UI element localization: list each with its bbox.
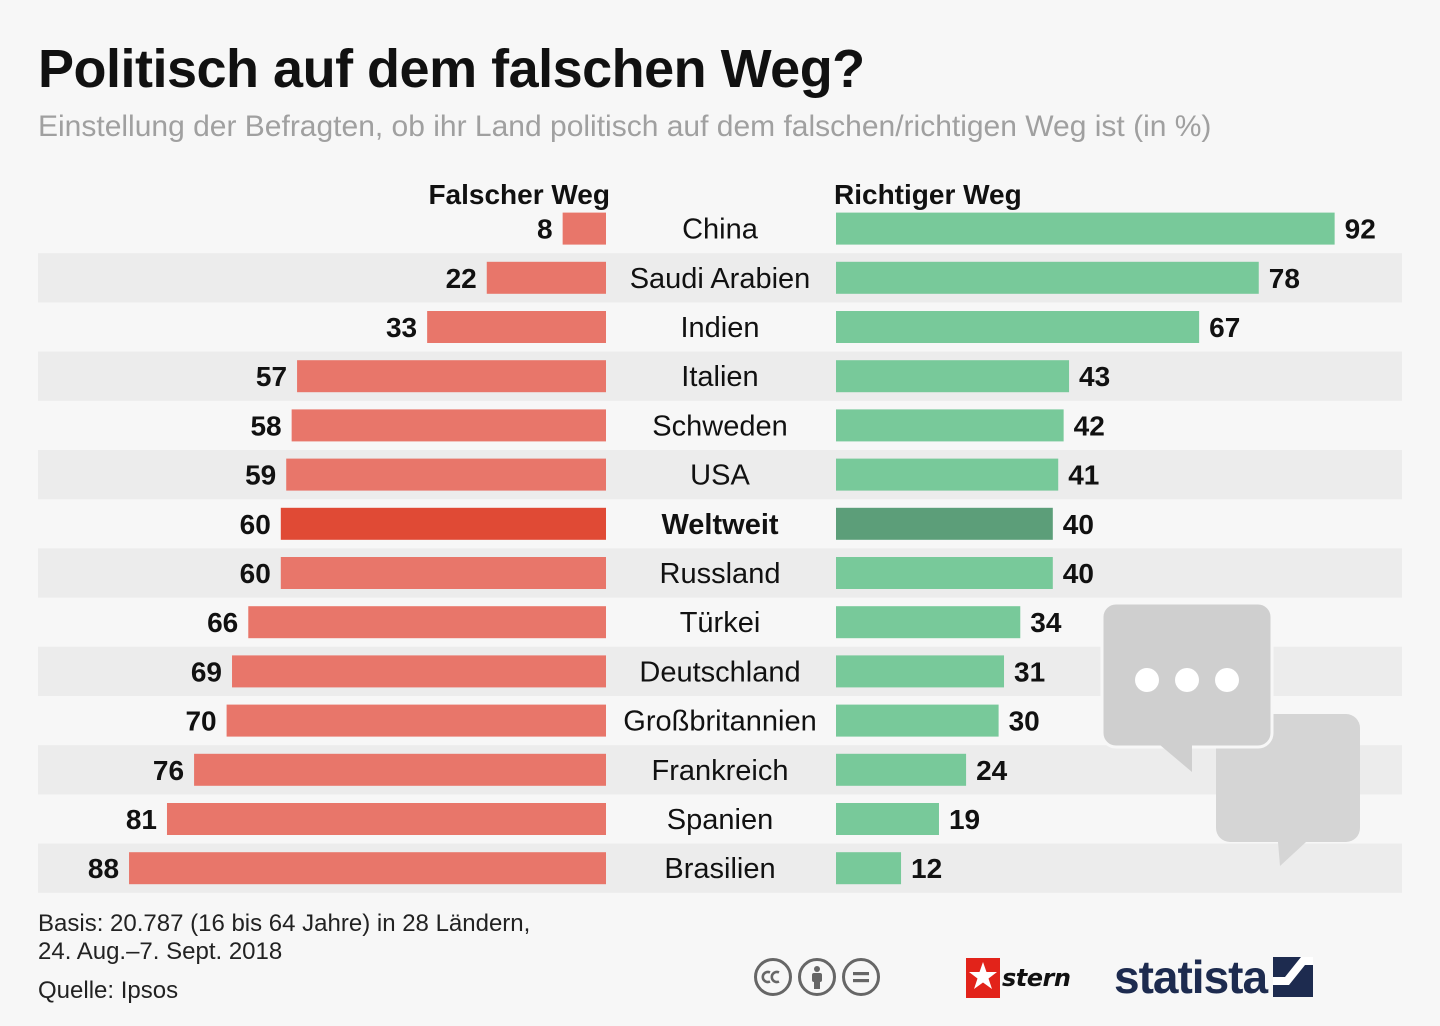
value-label-richtig-frankreich: 24: [976, 755, 1008, 786]
bar-richtig-frankreich: [836, 753, 967, 786]
category-label-russland: Russland: [660, 558, 781, 590]
statista-logo: statista: [1114, 950, 1314, 1004]
row-stripe: [38, 548, 1402, 598]
category-label-schweden: Schweden: [652, 410, 787, 442]
stern-logo: stern: [966, 958, 1071, 998]
value-label-falsch-spanien: 81: [126, 804, 157, 835]
category-label-brasilien: Brasilien: [664, 853, 775, 885]
bar-richtig-italien: [836, 360, 1070, 393]
value-label-falsch-china: 8: [537, 214, 553, 245]
bar-richtig-indien: [836, 311, 1200, 343]
value-label-falsch-saudi-arabien: 22: [446, 263, 477, 294]
category-label-china: China: [682, 214, 759, 246]
bar-richtig-usa: [836, 458, 1059, 491]
value-label-falsch-großbritannien: 70: [185, 706, 216, 737]
bar-richtig-spanien: [836, 803, 939, 835]
bar-falsch-großbritannien: [226, 704, 606, 737]
value-label-richtig-russland: 40: [1063, 558, 1094, 589]
cc-icon: [754, 958, 792, 996]
diverging-bar-chart: Falscher Weg Richtiger Weg 8 China 92 22 Sau…: [38, 179, 1402, 893]
bar-richtig-weltweit: [836, 507, 1053, 540]
value-label-richtig-saudi-arabien: 78: [1269, 263, 1300, 294]
legend-falscher-weg: Falscher Weg: [428, 179, 610, 210]
value-label-richtig-italien: 43: [1079, 361, 1110, 392]
stern-wordmark: stern: [1002, 964, 1071, 992]
bar-falsch-usa: [286, 458, 606, 491]
statista-wordmark: statista: [1114, 951, 1268, 1003]
category-label-indien: Indien: [680, 312, 759, 344]
value-label-richtig-indien: 67: [1209, 312, 1240, 343]
value-label-richtig-schweden: 42: [1074, 410, 1105, 441]
value-label-falsch-türkei: 66: [207, 607, 238, 638]
stern-star-icon: [966, 958, 1000, 998]
value-label-falsch-weltweit: 60: [240, 509, 271, 540]
value-label-falsch-schweden: 58: [250, 410, 281, 441]
value-label-richtig-brasilien: 12: [911, 853, 942, 884]
bar-falsch-brasilien: [129, 852, 607, 885]
bar-falsch-deutschland: [232, 655, 606, 688]
value-label-falsch-indien: 33: [386, 312, 417, 343]
category-label-frankreich: Frankreich: [652, 755, 789, 787]
value-label-falsch-frankreich: 76: [153, 755, 184, 786]
basis-note-line1: Basis: 20.787 (16 bis 64 Jahre) in 28 Lä…: [38, 910, 531, 937]
bar-falsch-saudi-arabien: [486, 261, 606, 294]
row-stripe: [38, 351, 1402, 401]
category-label-türkei: Türkei: [680, 607, 761, 639]
legend-richtiger-weg: Richtiger Weg: [834, 179, 1022, 210]
bar-falsch-frankreich: [194, 753, 606, 786]
value-label-richtig-usa: 41: [1068, 460, 1099, 491]
chart-subtitle: Einstellung der Befragten, ob ihr Land p…: [38, 110, 1212, 143]
nd-equals-icon: [842, 958, 880, 996]
bar-falsch-russland: [280, 557, 606, 589]
bar-falsch-türkei: [248, 606, 606, 639]
bar-richtig-großbritannien: [836, 704, 999, 737]
bar-falsch-schweden: [291, 409, 606, 442]
bar-richtig-saudi-arabien: [836, 261, 1259, 294]
speech-bubbles-icon: [1100, 601, 1360, 866]
row-stripe: [38, 450, 1402, 500]
value-label-falsch-usa: 59: [245, 460, 276, 491]
category-label-italien: Italien: [681, 361, 758, 393]
bar-falsch-indien: [427, 311, 606, 343]
category-label-großbritannien: Großbritannien: [623, 706, 816, 738]
creative-commons-icons: [754, 958, 880, 996]
value-label-richtig-deutschland: 31: [1014, 656, 1045, 687]
bar-falsch-italien: [297, 360, 606, 393]
bar-richtig-schweden: [836, 409, 1064, 442]
by-person-icon: [798, 958, 836, 996]
bar-richtig-deutschland: [836, 655, 1005, 688]
bar-richtig-russland: [836, 557, 1053, 589]
category-label-saudi-arabien: Saudi Arabien: [630, 263, 811, 295]
value-label-falsch-russland: 60: [240, 558, 271, 589]
category-label-weltweit: Weltweit: [661, 509, 778, 541]
bar-richtig-brasilien: [836, 852, 902, 885]
value-label-richtig-türkei: 34: [1030, 607, 1062, 638]
statista-mark-icon: [1273, 957, 1314, 997]
chart-title: Politisch auf dem falschen Weg?: [38, 39, 865, 99]
bar-falsch-china: [562, 212, 606, 245]
bar-falsch-weltweit: [280, 507, 606, 540]
value-label-falsch-italien: 57: [256, 361, 287, 392]
value-label-richtig-china: 92: [1345, 214, 1376, 245]
category-label-usa: USA: [690, 460, 750, 492]
category-label-deutschland: Deutschland: [639, 656, 800, 688]
bar-richtig-türkei: [836, 606, 1021, 639]
value-label-richtig-spanien: 19: [949, 804, 980, 835]
value-label-falsch-deutschland: 69: [191, 656, 222, 687]
bar-richtig-china: [836, 212, 1335, 245]
value-label-richtig-weltweit: 40: [1063, 509, 1094, 540]
category-label-spanien: Spanien: [667, 804, 773, 836]
basis-note-line2: 24. Aug.–7. Sept. 2018: [38, 938, 283, 965]
value-label-richtig-großbritannien: 30: [1009, 706, 1040, 737]
value-label-falsch-brasilien: 88: [88, 853, 119, 884]
source-note: Quelle: Ipsos: [38, 977, 179, 1004]
bar-falsch-spanien: [166, 803, 607, 835]
